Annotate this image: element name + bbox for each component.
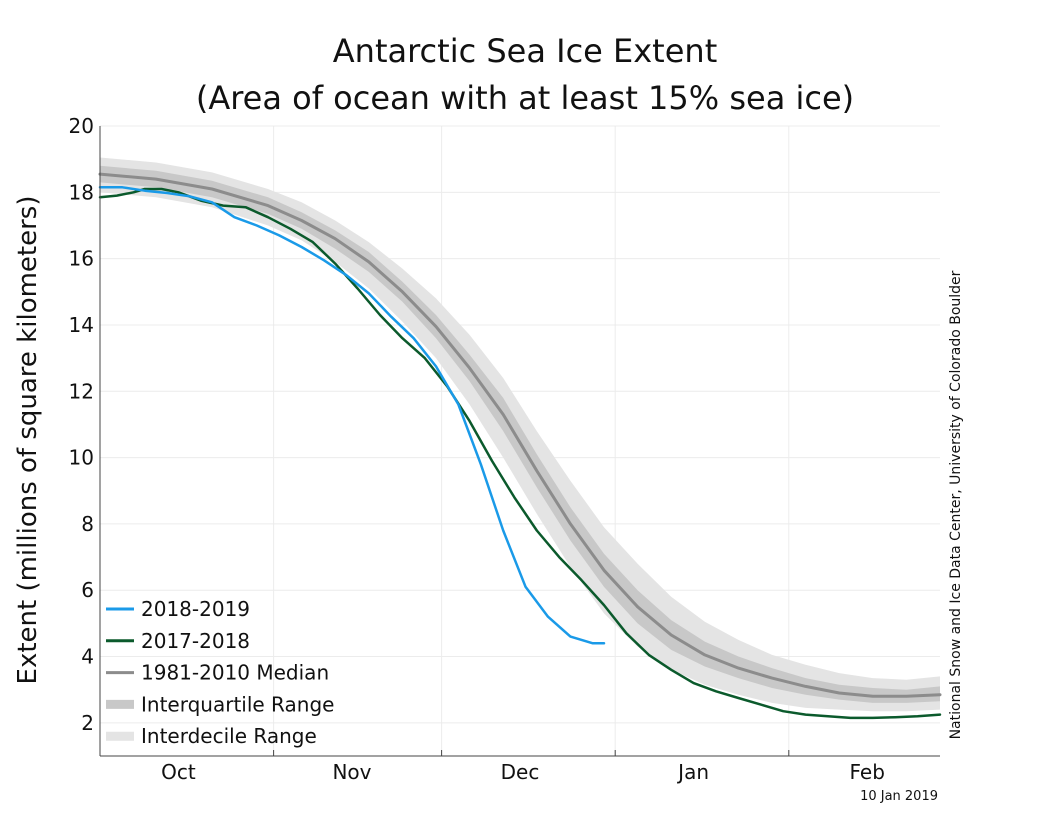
date-stamp: 10 Jan 2019 — [860, 789, 938, 804]
legend: 2018-2019 2017-2018 1981-2010 Median Interq… — [106, 597, 334, 748]
x-tick-label: Dec — [501, 760, 540, 784]
band-layer — [100, 157, 940, 712]
chart-title-line1: Antarctic Sea Ice Extent — [333, 32, 717, 70]
x-tick-label: Oct — [161, 760, 196, 784]
line-2018-2019 — [98, 186, 606, 645]
y-tick-label: 2 — [81, 711, 94, 735]
legend-label: 2017-2018 — [141, 629, 250, 653]
x-tick-label: Nov — [332, 760, 371, 784]
legend-item: Interquartile Range — [106, 692, 334, 716]
y-tick-label: 20 — [69, 114, 94, 138]
legend-item: 1981-2010 Median — [106, 661, 329, 685]
legend-label: Interdecile Range — [141, 724, 317, 748]
chart-title-line2: (Area of ocean with at least 15% sea ice… — [196, 79, 854, 117]
interquartile-band — [100, 165, 940, 703]
y-tick-label: 6 — [81, 578, 94, 602]
y-tick-label: 8 — [81, 512, 94, 536]
legend-item: 2017-2018 — [106, 629, 250, 653]
line-median — [98, 172, 942, 698]
legend-item: Interdecile Range — [106, 724, 317, 748]
y-axis-label: Extent (millions of square kilometers) — [13, 196, 43, 685]
x-tick-label: Jan — [676, 760, 709, 784]
legend-label: 2018-2019 — [141, 597, 250, 621]
y-tick-label: 10 — [69, 446, 94, 470]
axis-layer: 2 4 6 8 10 12 14 16 18 20 Oct Nov Dec Jan Feb — [69, 114, 940, 784]
series-layer — [98, 172, 942, 720]
legend-item: 2018-2019 — [106, 597, 250, 621]
y-tick-label: 18 — [69, 180, 94, 204]
y-tick-label: 14 — [69, 313, 94, 337]
y-tick-label: 4 — [81, 645, 94, 669]
y-tick-label: 12 — [69, 379, 94, 403]
legend-label: Interquartile Range — [141, 692, 334, 716]
x-tick-label: Feb — [849, 760, 884, 784]
y-tick-label: 16 — [69, 247, 94, 271]
legend-label: 1981-2010 Median — [141, 661, 329, 685]
source-credit: National Snow and Ice Data Center, Unive… — [948, 270, 964, 739]
